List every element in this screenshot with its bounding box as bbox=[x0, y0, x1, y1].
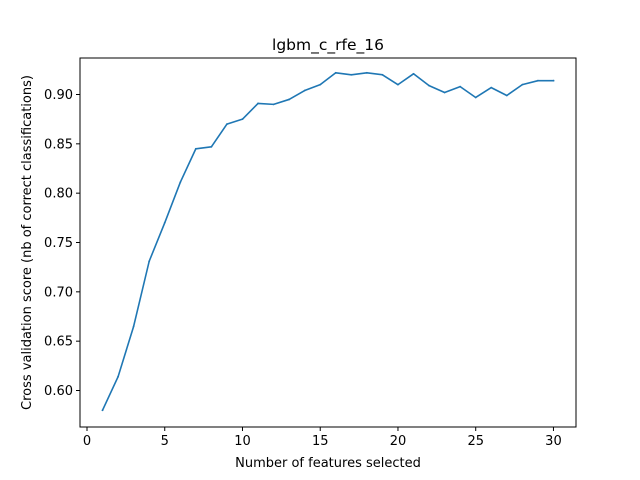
data-point bbox=[350, 73, 353, 76]
x-tick-label: 25 bbox=[467, 434, 484, 449]
data-point bbox=[474, 96, 477, 99]
series-layer bbox=[101, 71, 555, 412]
y-tick-label: 0.75 bbox=[44, 236, 73, 251]
data-point bbox=[226, 123, 228, 125]
data-point bbox=[505, 94, 508, 97]
data-point bbox=[117, 375, 119, 378]
data-point bbox=[365, 71, 368, 74]
x-tick-label: 10 bbox=[234, 434, 251, 449]
data-point bbox=[163, 221, 166, 224]
x-tick-label: 30 bbox=[545, 434, 562, 449]
x-tick-label: 15 bbox=[312, 434, 329, 449]
y-tick-label: 0.85 bbox=[44, 137, 73, 152]
data-point bbox=[303, 89, 306, 92]
data-point bbox=[428, 84, 430, 87]
data-point bbox=[101, 409, 104, 412]
x-axis: 0 5 10 15 20 25 30 bbox=[83, 427, 562, 449]
data-point bbox=[490, 86, 493, 89]
x-axis-label: Number of features selected bbox=[235, 456, 421, 471]
y-tick-label: 0.80 bbox=[44, 187, 73, 202]
data-point bbox=[443, 91, 446, 94]
data-point bbox=[459, 85, 462, 88]
chart-title: lgbm_c_rfe_16 bbox=[272, 36, 384, 55]
data-point bbox=[257, 102, 259, 105]
data-point bbox=[179, 181, 182, 184]
data-point bbox=[412, 72, 415, 75]
y-tick-label: 0.90 bbox=[44, 88, 73, 103]
x-tick-label: 20 bbox=[390, 434, 407, 449]
x-tick-label: 0 bbox=[83, 434, 91, 449]
data-point bbox=[537, 79, 539, 82]
data-point bbox=[288, 98, 291, 101]
y-tick-label: 0.60 bbox=[44, 384, 73, 399]
data-point bbox=[194, 147, 197, 150]
y-axis: 0.60 0.65 0.70 0.75 0.80 0.85 0.90 bbox=[44, 88, 80, 399]
data-point bbox=[381, 73, 384, 76]
y-axis-label: Cross validation score (nb of correct cl… bbox=[20, 75, 35, 410]
series-line bbox=[101, 72, 555, 412]
y-tick-label: 0.70 bbox=[44, 285, 73, 300]
data-point bbox=[272, 103, 275, 106]
data-point bbox=[334, 71, 337, 74]
data-point bbox=[521, 83, 524, 86]
data-point bbox=[210, 145, 213, 148]
x-tick-label: 5 bbox=[161, 434, 169, 449]
data-point bbox=[241, 118, 244, 121]
data-point bbox=[132, 325, 135, 328]
data-point bbox=[148, 260, 151, 263]
y-tick-label: 0.65 bbox=[44, 335, 73, 350]
data-point bbox=[319, 83, 322, 86]
data-point bbox=[397, 83, 399, 86]
data-point bbox=[552, 79, 555, 82]
